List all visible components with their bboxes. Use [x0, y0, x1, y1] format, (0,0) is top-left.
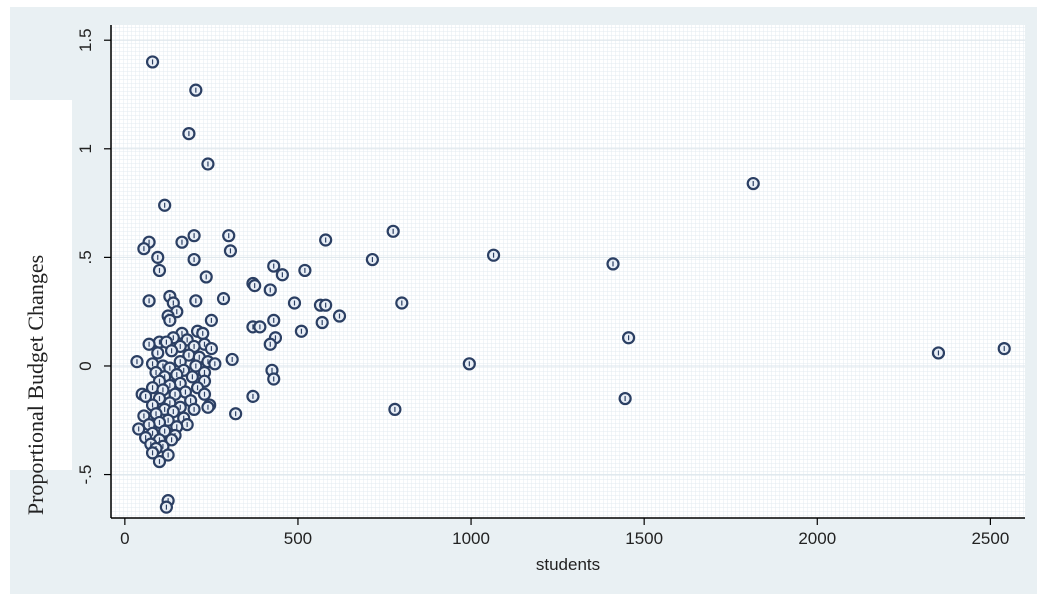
data-point [201, 157, 215, 171]
x-tick-label: 0 [120, 529, 129, 548]
x-tick-label: 500 [284, 529, 312, 548]
data-point [142, 294, 156, 308]
x-tick-label: 1000 [452, 529, 490, 548]
data-point [161, 448, 175, 462]
major-gridlines [111, 39, 1025, 476]
plot-area [111, 25, 1025, 518]
data-point [216, 292, 231, 306]
data-point [180, 418, 194, 432]
data-point [246, 389, 260, 403]
data-point [187, 229, 201, 243]
y-tick-label: -.5 [76, 465, 95, 485]
data-point [332, 309, 347, 323]
data-point [151, 250, 165, 264]
data-point [189, 83, 203, 97]
data-point [132, 422, 146, 436]
data-point [229, 407, 243, 421]
x-tick-label: 2500 [971, 529, 1009, 548]
x-tick-label: 1500 [625, 529, 663, 548]
data-point [163, 313, 177, 327]
data-point [319, 298, 333, 312]
data-point [618, 391, 632, 406]
data-point [187, 252, 201, 267]
data-point [164, 344, 179, 358]
data-point [287, 296, 302, 310]
y-tick-label: 1 [76, 144, 95, 153]
y-tick-label: .5 [76, 250, 95, 264]
data-point [204, 313, 219, 327]
data-point [365, 252, 379, 267]
x-tick-label: 2000 [798, 529, 836, 548]
data-point [267, 313, 281, 327]
data-point [152, 454, 167, 469]
data-point [267, 259, 281, 273]
data-point [486, 248, 501, 262]
data-point [997, 341, 1011, 356]
data-point [204, 341, 219, 356]
data-point [185, 370, 199, 384]
data-point [130, 355, 144, 369]
data-point [159, 500, 173, 514]
data-point [145, 446, 160, 460]
data-point [189, 359, 203, 373]
data-point [196, 326, 210, 340]
data-point [275, 268, 289, 282]
data-point [199, 270, 213, 284]
data-point [319, 233, 333, 247]
data-point [294, 324, 309, 338]
data-point [175, 235, 189, 249]
data-point [248, 279, 262, 293]
data-point [158, 198, 172, 212]
data-point [137, 242, 151, 256]
y-axis-label-box: Proportional Budget Changes [0, 100, 72, 515]
data-point [395, 296, 409, 310]
data-point [139, 389, 153, 403]
data-point [151, 346, 165, 360]
x-axis-label: students [536, 555, 600, 574]
data-point [223, 244, 238, 258]
data-point [386, 224, 400, 238]
data-point [187, 402, 201, 417]
data-point [462, 357, 476, 371]
data-point [189, 294, 203, 308]
data-point [388, 402, 402, 417]
data-point [225, 352, 239, 367]
data-point [931, 346, 946, 360]
data-point [145, 55, 160, 69]
data-point [142, 337, 156, 351]
axes: -.5 0 .5 1 1.5 0 500 1000 1500 2000 2500 students [76, 25, 1025, 574]
data-point [208, 357, 222, 371]
data-point [197, 387, 212, 401]
data-point [201, 400, 215, 414]
data-point [164, 433, 179, 447]
data-point [263, 337, 277, 351]
data-points [130, 55, 1011, 514]
data-point [606, 257, 620, 271]
data-point [298, 263, 312, 278]
data-point [253, 320, 267, 334]
data-point [222, 229, 236, 243]
data-point [152, 263, 167, 278]
data-point [182, 126, 196, 141]
y-tick-label: 1.5 [76, 28, 95, 52]
data-point [621, 331, 636, 345]
data-point [267, 372, 281, 386]
y-tick-label: 0 [76, 361, 95, 370]
data-point [315, 315, 329, 330]
data-point [263, 283, 277, 297]
data-point [746, 176, 760, 191]
